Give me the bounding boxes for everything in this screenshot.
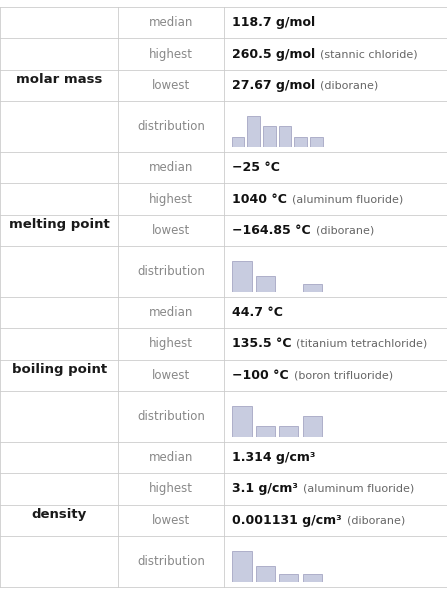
Text: molar mass: molar mass <box>16 73 102 86</box>
Text: 135.5 °C: 135.5 °C <box>232 337 291 350</box>
Text: 3.1 g/cm³: 3.1 g/cm³ <box>232 482 297 495</box>
Text: (titanium tetrachloride): (titanium tetrachloride) <box>296 339 428 349</box>
Bar <box>232 137 245 147</box>
Text: lowest: lowest <box>152 79 190 92</box>
Text: median: median <box>149 306 193 319</box>
Bar <box>303 284 322 292</box>
Text: median: median <box>149 16 193 29</box>
Text: (boron trifluoride): (boron trifluoride) <box>294 370 392 380</box>
Text: distribution: distribution <box>137 410 205 423</box>
Text: highest: highest <box>149 192 193 206</box>
Text: median: median <box>149 161 193 174</box>
Text: (stannic chloride): (stannic chloride) <box>320 49 417 59</box>
Bar <box>247 116 260 147</box>
Bar <box>310 137 323 147</box>
Text: lowest: lowest <box>152 514 190 527</box>
Text: highest: highest <box>149 482 193 495</box>
Text: density: density <box>32 508 87 521</box>
Text: (diborane): (diborane) <box>346 515 405 525</box>
Text: distribution: distribution <box>137 265 205 278</box>
Text: (diborane): (diborane) <box>320 80 378 90</box>
Bar <box>263 126 276 147</box>
Text: 27.67 g/mol: 27.67 g/mol <box>232 79 315 92</box>
Text: −100 °C: −100 °C <box>232 369 288 382</box>
Text: (aluminum fluoride): (aluminum fluoride) <box>292 194 403 204</box>
Bar <box>256 566 275 582</box>
Bar <box>279 574 299 582</box>
Text: 0.001131 g/cm³: 0.001131 g/cm³ <box>232 514 341 527</box>
Text: −25 °C: −25 °C <box>232 161 279 174</box>
Bar <box>256 276 275 292</box>
Text: highest: highest <box>149 48 193 61</box>
Bar <box>232 406 252 437</box>
Bar <box>303 416 322 437</box>
Text: (diborane): (diborane) <box>316 225 374 235</box>
Bar <box>256 426 275 437</box>
Bar <box>303 574 322 582</box>
Text: highest: highest <box>149 337 193 350</box>
Text: distribution: distribution <box>137 555 205 568</box>
Bar <box>279 426 299 437</box>
Bar <box>232 551 252 582</box>
Text: −164.85 °C: −164.85 °C <box>232 224 310 237</box>
Text: melting point: melting point <box>9 218 110 231</box>
Text: lowest: lowest <box>152 369 190 382</box>
Text: lowest: lowest <box>152 224 190 237</box>
Text: 44.7 °C: 44.7 °C <box>232 306 283 319</box>
Text: (aluminum fluoride): (aluminum fluoride) <box>303 484 414 494</box>
Text: 260.5 g/mol: 260.5 g/mol <box>232 48 315 61</box>
Text: 118.7 g/mol: 118.7 g/mol <box>232 16 315 29</box>
Bar <box>278 126 291 147</box>
Text: distribution: distribution <box>137 120 205 133</box>
Text: 1040 °C: 1040 °C <box>232 192 287 206</box>
Text: 1.314 g/cm³: 1.314 g/cm³ <box>232 451 315 464</box>
Bar <box>294 137 307 147</box>
Text: boiling point: boiling point <box>12 363 107 376</box>
Bar <box>232 261 252 292</box>
Text: median: median <box>149 451 193 464</box>
